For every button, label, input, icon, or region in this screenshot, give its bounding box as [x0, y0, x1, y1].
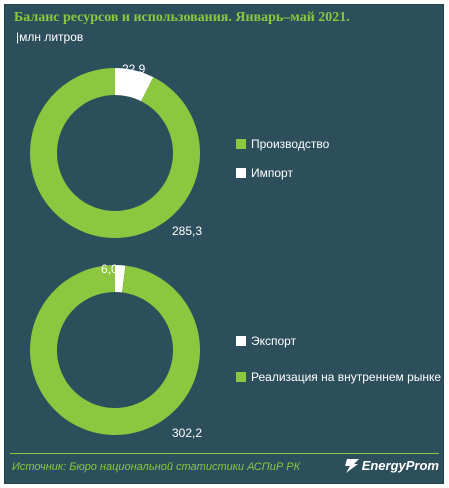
value-label-production: 285,3	[172, 224, 203, 238]
unit-label: |млн литров	[16, 30, 84, 44]
legend-item-import: Импорт	[236, 166, 293, 180]
chart-title: Баланс ресурсов и использования. Январь–…	[14, 10, 350, 25]
legend-swatch-production	[236, 139, 246, 149]
legend-label-production: Производство	[251, 137, 330, 151]
donut-slice-domestic	[29, 265, 201, 435]
donut-chart-resources	[30, 68, 201, 239]
legend-swatch-domestic	[236, 372, 246, 382]
legend-label-export: Экспорт	[251, 334, 297, 348]
legend-item-export: Экспорт	[236, 334, 296, 348]
value-label-import: 22,9	[122, 62, 146, 76]
donut-slice-production	[30, 68, 201, 239]
legend-label-import: Импорт	[251, 166, 293, 180]
logo-text: EnergyProm	[361, 458, 439, 473]
source-note: Источник: Бюро национальной статистики А…	[12, 461, 301, 473]
legend-swatch-import	[236, 168, 246, 178]
donut-slice-export	[115, 265, 126, 293]
donut-slice-import	[115, 68, 154, 102]
legend-label-domestic: Реализация на внутреннем рынке	[251, 370, 442, 384]
legend-item-production: Производство	[236, 137, 329, 151]
value-label-domestic: 302,2	[172, 426, 203, 440]
lightning-icon	[344, 458, 359, 473]
legend-item-domestic: Реализация на внутреннем рынке	[236, 370, 441, 384]
energyprom-logo: EnergyProm	[343, 458, 439, 473]
value-label-export: 6,0	[101, 262, 118, 276]
footer-divider	[10, 453, 439, 454]
donut-chart-usage	[29, 265, 201, 435]
legend-swatch-export	[236, 336, 246, 346]
